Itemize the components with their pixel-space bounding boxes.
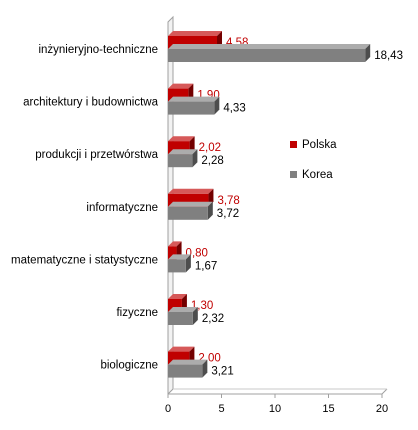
data-label: 2,32 bbox=[202, 313, 224, 325]
legend-label-korea: Korea bbox=[302, 169, 333, 181]
bar-top-face bbox=[168, 188, 214, 194]
bar-side-face bbox=[185, 254, 191, 273]
bar-side-face bbox=[207, 201, 213, 220]
bar-top-face bbox=[168, 359, 208, 365]
bar-side-face bbox=[192, 307, 198, 325]
bar-top-face bbox=[168, 44, 371, 49]
data-label: 2,28 bbox=[201, 155, 223, 167]
floor-edge bbox=[168, 388, 388, 395]
category-label: matematyczne i statystyczne bbox=[11, 254, 158, 266]
data-label: 3,72 bbox=[217, 208, 239, 220]
bar-side-face bbox=[192, 149, 198, 168]
category-label: produkcji i przetwórstwa bbox=[35, 149, 158, 161]
x-tick-label: 0 bbox=[165, 403, 171, 415]
legend-label-polska: Polska bbox=[302, 139, 337, 151]
bar-top-face bbox=[168, 136, 195, 142]
bar-top-face bbox=[168, 83, 194, 89]
x-tick-label: 20 bbox=[376, 403, 388, 415]
bar-top-face bbox=[168, 96, 220, 102]
bar-polska bbox=[168, 246, 177, 260]
category-label: architektury i budownictwa bbox=[23, 97, 158, 109]
bar-top-face bbox=[168, 149, 198, 155]
x-tick-label: 10 bbox=[269, 403, 281, 415]
category-label: fizyczne bbox=[116, 307, 158, 319]
data-label: 4,33 bbox=[223, 103, 245, 115]
data-label: 1,67 bbox=[195, 260, 217, 272]
bar-top-face bbox=[168, 294, 187, 299]
bar-korea bbox=[168, 154, 193, 168]
bar-top-face bbox=[168, 241, 182, 247]
bar-korea bbox=[168, 101, 215, 115]
bar-side-face bbox=[214, 96, 220, 115]
bar-korea bbox=[168, 259, 186, 273]
data-label: 3,78 bbox=[217, 195, 239, 207]
legend-swatch-polska bbox=[290, 141, 297, 148]
bar-side-face bbox=[202, 359, 208, 378]
data-label: 18,43 bbox=[374, 50, 403, 62]
bar-korea bbox=[168, 312, 193, 325]
bar-top-face bbox=[168, 307, 198, 312]
data-label: 3,21 bbox=[211, 366, 233, 378]
bar-top-face bbox=[168, 254, 191, 260]
legend-swatch-korea bbox=[290, 171, 297, 178]
bar-top-face bbox=[168, 31, 223, 36]
bar-top-face bbox=[168, 201, 213, 207]
category-label: informatyczne bbox=[86, 202, 158, 214]
bar-korea bbox=[168, 206, 208, 220]
bar-korea bbox=[168, 364, 203, 378]
bar-korea bbox=[168, 49, 366, 62]
data-label: 0,80 bbox=[186, 247, 208, 259]
bar-top-face bbox=[168, 346, 195, 352]
x-tick-label: 15 bbox=[322, 403, 334, 415]
data-label: 2,02 bbox=[199, 142, 221, 154]
bar-side-face bbox=[365, 44, 371, 62]
x-tick-label: 5 bbox=[218, 403, 224, 415]
category-label: inżynieryjno-techniczne bbox=[38, 44, 158, 56]
category-label: biologiczne bbox=[100, 360, 158, 372]
